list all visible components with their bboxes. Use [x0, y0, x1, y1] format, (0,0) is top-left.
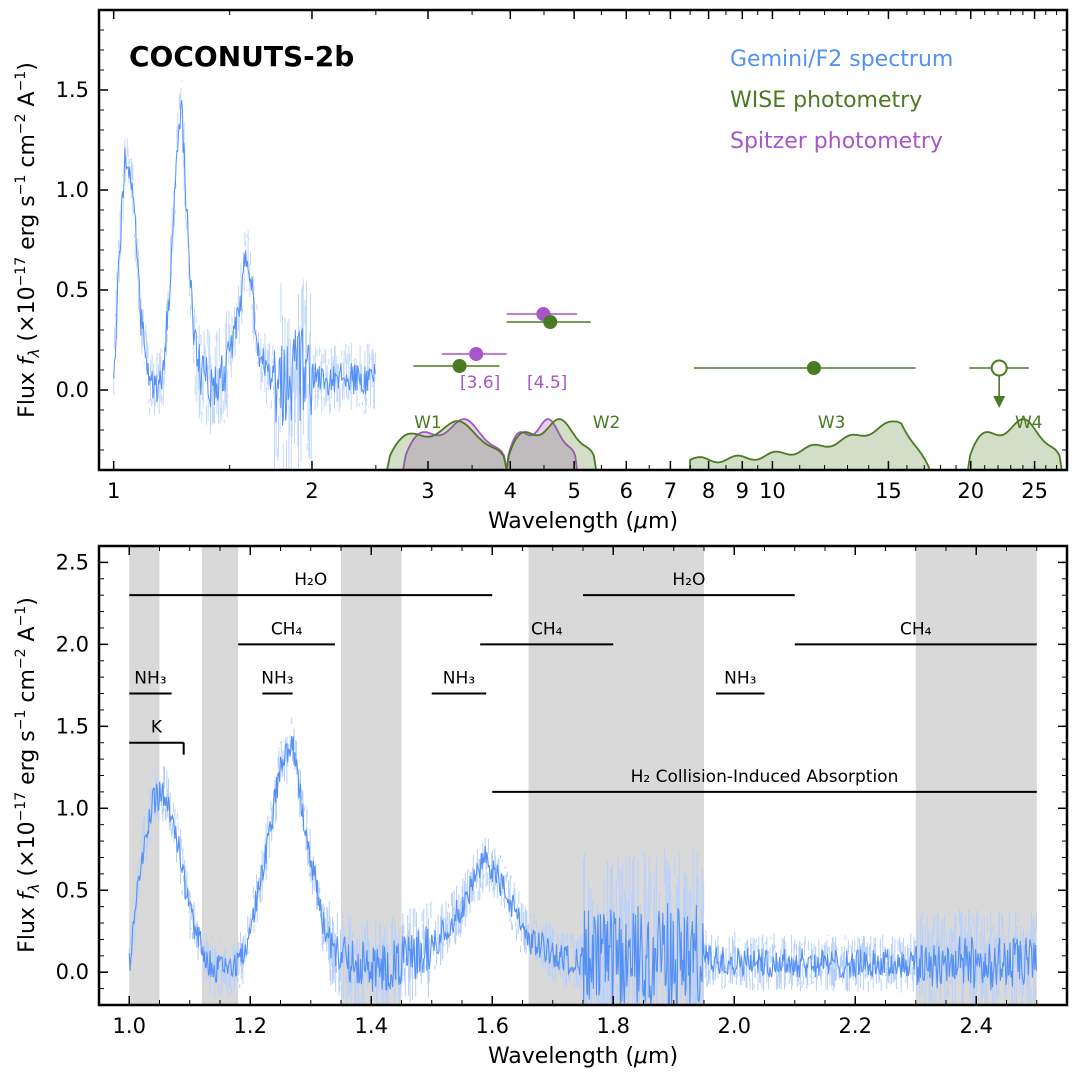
bottom-xtick-label: 1.0: [113, 1014, 146, 1038]
top-ytick-label: 1.0: [56, 178, 89, 202]
legend-spitzer: Spitzer photometry: [730, 129, 943, 154]
top-frame: [97, 8, 1069, 472]
filter-curve-ch1: [402, 418, 508, 470]
bottom-xtick-label: 1.6: [476, 1014, 509, 1038]
bottom-ytick-label: 1.0: [56, 796, 89, 820]
bottom-xtick-label: 2.4: [960, 1014, 993, 1038]
bottom-xtick-label: 2.2: [839, 1014, 872, 1038]
feature-annotations: H₂O H₂O CH₄ CH₄ CH₄ NH₃ NH₃ NH₃ NH₃ K H₂ Collision…: [129, 570, 1037, 793]
top-panel: W1 [3.6] [4.5] W2 W3 W4 1 2 3 4 5 6 7 8 9 10 15 20 25 0.0 0…: [13, 8, 1069, 534]
top-xtick-label: 20: [957, 479, 984, 503]
feature-label-1: H₂O: [672, 570, 705, 590]
feature-label-2: CH₄: [271, 619, 303, 639]
photometry-point-3: [543, 315, 558, 329]
top-xtick-label: 1: [107, 479, 120, 503]
filter-curve-w4: [966, 418, 1063, 470]
top-xtick-label: 15: [875, 479, 902, 503]
legend-gemini: Gemini/F2 spectrum: [730, 47, 953, 72]
filter-label-4: W3: [818, 413, 846, 433]
bottom-ytick-label: 0.0: [56, 960, 89, 984]
chart-title: COCONUTS-2b: [129, 40, 354, 73]
top-y-axis-title: Flux fλ (×10−17 erg s−1 cm−2 A−1): [13, 62, 43, 418]
filter-curve-w3: [689, 420, 931, 470]
bottom-y-axis-title: Flux fλ (×10−17 erg s−1 cm−2 A−1): [13, 597, 43, 953]
filter-label-1: [3.6]: [460, 373, 500, 393]
feature-label-6: NH₃: [261, 669, 293, 689]
bottom-xtick-label: 1.4: [355, 1014, 388, 1038]
bottom-xtick-label: 2.0: [718, 1014, 751, 1038]
top-xtick-label: 5: [567, 479, 580, 503]
spectrum-line: [113, 100, 376, 426]
top-xtick-label: 2: [305, 479, 318, 503]
top-xtick-label: 9: [736, 479, 749, 503]
filter-label-3: W2: [593, 413, 621, 433]
bottom-xtick-label: 1.8: [597, 1014, 630, 1038]
bottom-plot-area: [128, 717, 1037, 1005]
bottom-x-axis-title: Wavelength (μm): [488, 1044, 678, 1069]
top-xtick-label: 8: [702, 479, 715, 503]
filter-curve-w1: [386, 420, 508, 470]
spectrum-uncertainty-band: [113, 79, 376, 470]
bottom-axis-ticks: 1.0 1.2 1.4 1.6 1.8 2.0 2.2 2.4 0.0 0.5 1.0 1.5 2.0 2…: [56, 546, 1068, 1038]
bottom-xtick-label: 1.2: [234, 1014, 267, 1038]
top-xtick-label: 7: [664, 479, 677, 503]
top-ytick-label: 0.0: [56, 378, 89, 402]
bottom-ytick-label: 2.0: [56, 632, 89, 656]
shaded-region-1: [201, 546, 239, 1005]
top-xtick-label: 6: [620, 479, 633, 503]
spectrum-line: [128, 735, 1037, 1005]
filter-label-2: [4.5]: [527, 373, 567, 393]
feature-label-5: NH₃: [134, 669, 166, 689]
top-xtick-label: 10: [759, 479, 786, 503]
bottom-frame: [97, 544, 1069, 1007]
top-ytick-label: 1.5: [56, 78, 89, 102]
filter-curve-w2: [505, 418, 598, 470]
top-ytick-label: 0.5: [56, 278, 89, 302]
feature-label-4: CH₄: [900, 619, 932, 639]
feature-label-7: NH₃: [443, 669, 475, 689]
filter-label-5: W4: [1015, 413, 1043, 433]
bottom-panel: H₂O H₂O CH₄ CH₄ CH₄ NH₃ NH₃ NH₃ NH₃ K H₂ Collision…: [13, 544, 1069, 1069]
top-xtick-label: 25: [1021, 479, 1048, 503]
bottom-ytick-label: 0.5: [56, 878, 89, 902]
photometry-point-4: [806, 361, 821, 375]
feature-label-9: K: [151, 718, 163, 738]
photometry-point-0: [469, 347, 484, 361]
filter-curve-ch2: [505, 418, 578, 470]
top-xtick-label: 4: [504, 479, 517, 503]
top-plot-area: W1 [3.6] [4.5] W2 W3 W4: [113, 79, 1063, 470]
top-x-axis-title: Wavelength (μm): [488, 509, 678, 534]
feature-label-10: H₂ Collision-Induced Absorption: [631, 767, 899, 787]
upper-limit-arrow: [993, 396, 1006, 408]
feature-label-3: CH₄: [531, 619, 563, 639]
bottom-ytick-label: 2.5: [56, 550, 89, 574]
filter-label-0: W1: [414, 413, 442, 433]
feature-label-8: NH₃: [724, 669, 756, 689]
bottom-ytick-label: 1.5: [56, 714, 89, 738]
photometry-point-2: [452, 359, 467, 373]
top-xtick-label: 3: [421, 479, 434, 503]
feature-label-0: H₂O: [294, 570, 327, 590]
photometry-point-upper-limit: [990, 359, 1008, 377]
legend-wise: WISE photometry: [730, 88, 922, 113]
